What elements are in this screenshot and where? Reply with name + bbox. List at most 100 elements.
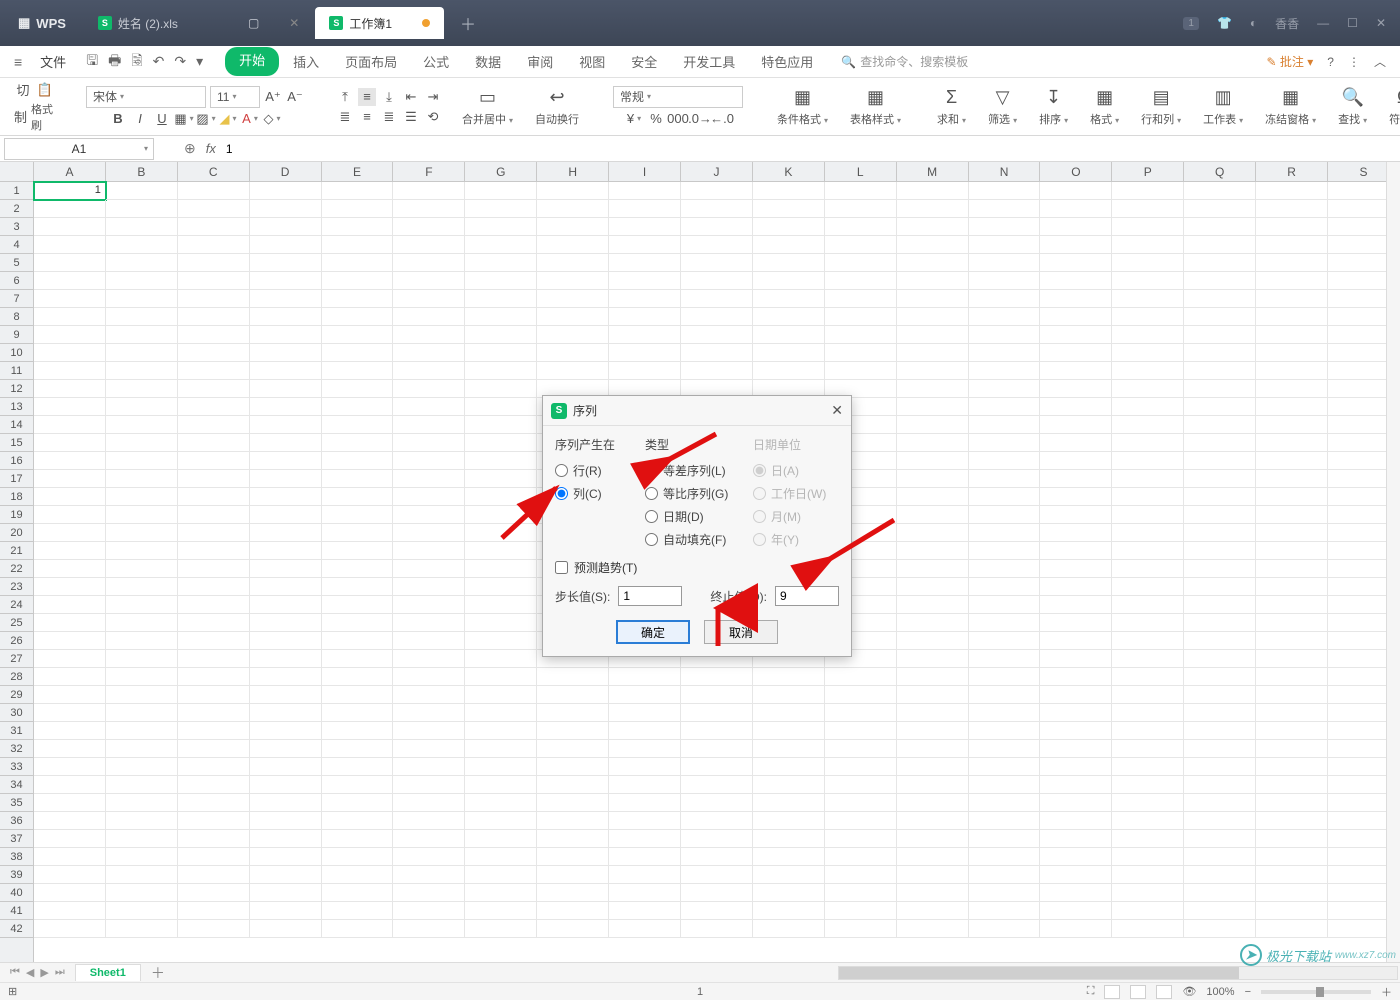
inc-decimal-icon[interactable]: .0→ (691, 110, 709, 128)
wrap-text-button[interactable]: ↩自动换行 (527, 87, 587, 127)
row-header[interactable]: 3 (0, 218, 33, 236)
cell[interactable] (322, 560, 394, 578)
cell[interactable] (34, 236, 106, 254)
cell[interactable] (609, 848, 681, 866)
cell[interactable] (106, 668, 178, 686)
zoom-out-icon[interactable]: − (1245, 986, 1251, 998)
fill-color-icon[interactable]: ◢ (219, 110, 237, 128)
cell[interactable] (825, 902, 897, 920)
cell[interactable] (106, 596, 178, 614)
cell[interactable] (250, 614, 322, 632)
cell[interactable] (393, 578, 465, 596)
cell[interactable] (1256, 182, 1328, 200)
cell[interactable] (178, 416, 250, 434)
cell[interactable] (322, 650, 394, 668)
cell[interactable] (465, 416, 537, 434)
cell[interactable] (1256, 596, 1328, 614)
cell[interactable] (897, 200, 969, 218)
cell[interactable] (106, 254, 178, 272)
cell[interactable] (897, 740, 969, 758)
cell[interactable] (34, 776, 106, 794)
cell[interactable] (106, 578, 178, 596)
cell[interactable] (393, 308, 465, 326)
cell[interactable] (681, 920, 753, 938)
cell[interactable] (1184, 740, 1256, 758)
cell[interactable] (250, 326, 322, 344)
cell[interactable] (178, 398, 250, 416)
cell[interactable] (1112, 830, 1184, 848)
cell[interactable] (1256, 254, 1328, 272)
cell[interactable] (1256, 560, 1328, 578)
opt-column[interactable]: 列(C) (555, 482, 637, 505)
cell[interactable] (322, 812, 394, 830)
cell[interactable] (1040, 902, 1112, 920)
align-bottom-icon[interactable]: ⤓ (380, 88, 398, 106)
cell[interactable] (250, 596, 322, 614)
cell[interactable] (1112, 632, 1184, 650)
cell[interactable] (1184, 542, 1256, 560)
cell[interactable] (393, 794, 465, 812)
align-left-icon[interactable]: ≣ (336, 108, 354, 126)
cell[interactable] (1040, 182, 1112, 200)
status-left-icon[interactable]: ⊞ (8, 985, 17, 998)
cell[interactable] (1112, 218, 1184, 236)
cell[interactable] (322, 686, 394, 704)
cell[interactable] (825, 308, 897, 326)
cell[interactable] (1040, 452, 1112, 470)
cell[interactable] (1256, 614, 1328, 632)
cell[interactable] (178, 344, 250, 362)
sum-button[interactable]: Σ求和 (929, 87, 974, 127)
menu-icon[interactable]: ≡ (8, 54, 28, 70)
cell[interactable] (34, 650, 106, 668)
currency-icon[interactable]: ¥ (625, 110, 643, 128)
cell[interactable] (1184, 614, 1256, 632)
cell[interactable] (537, 884, 609, 902)
cell[interactable] (897, 596, 969, 614)
cell[interactable] (681, 794, 753, 812)
row-header[interactable]: 21 (0, 542, 33, 560)
cell[interactable] (681, 812, 753, 830)
cell[interactable] (969, 326, 1041, 344)
cell[interactable] (465, 218, 537, 236)
cell[interactable] (34, 434, 106, 452)
cell[interactable] (1112, 506, 1184, 524)
cell[interactable] (250, 830, 322, 848)
opt-autofill[interactable]: 自动填充(F) (645, 528, 745, 551)
cell[interactable] (1184, 434, 1256, 452)
cell[interactable] (1112, 776, 1184, 794)
cell[interactable] (1040, 812, 1112, 830)
worksheet-button[interactable]: ▥工作表 (1195, 87, 1251, 127)
cell[interactable] (250, 200, 322, 218)
cell[interactable] (34, 848, 106, 866)
cell[interactable] (1112, 902, 1184, 920)
opt-row[interactable]: 行(R) (555, 459, 637, 482)
cell[interactable] (106, 740, 178, 758)
cell[interactable] (178, 902, 250, 920)
cell[interactable] (393, 362, 465, 380)
cell[interactable] (34, 902, 106, 920)
cell[interactable] (1256, 866, 1328, 884)
cell[interactable] (106, 218, 178, 236)
cell[interactable] (609, 866, 681, 884)
redo-icon[interactable]: ↷ (174, 53, 186, 70)
cell[interactable] (825, 830, 897, 848)
cell[interactable] (1040, 704, 1112, 722)
cell[interactable] (1184, 308, 1256, 326)
step-input[interactable] (618, 586, 682, 606)
cell[interactable] (681, 254, 753, 272)
cell[interactable] (825, 272, 897, 290)
cell[interactable] (1256, 794, 1328, 812)
cell[interactable] (1040, 272, 1112, 290)
cell[interactable] (1256, 704, 1328, 722)
cell[interactable] (969, 578, 1041, 596)
cell[interactable] (34, 398, 106, 416)
cell[interactable] (897, 344, 969, 362)
cell[interactable] (609, 254, 681, 272)
cell[interactable] (969, 182, 1041, 200)
cell[interactable] (465, 866, 537, 884)
cell[interactable] (1040, 794, 1112, 812)
cell[interactable] (393, 380, 465, 398)
cell[interactable] (897, 524, 969, 542)
cond-format-button[interactable]: ▦条件格式 (769, 87, 836, 127)
ribbon-tab-data[interactable]: 数据 (463, 47, 513, 76)
